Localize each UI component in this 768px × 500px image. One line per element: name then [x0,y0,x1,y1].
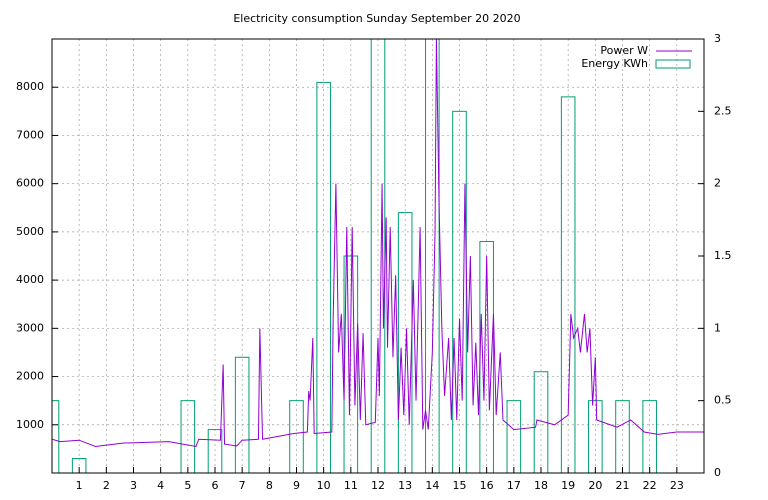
labels: 1000 2000 3000 4000 5000 6000 7000 8000 0 0.5 1 1.5… [16,32,732,492]
x-tick-label: 22 [643,479,657,492]
power-line [52,39,704,448]
bar [506,400,522,473]
bars [52,39,657,473]
x-tick-label: 8 [266,479,273,492]
legend-label: Power W [600,44,648,57]
x-tick-label: 14 [425,479,439,492]
chart-title: Electricity consumption Sunday September… [233,12,520,25]
y2-tick-label: 0.5 [714,394,732,407]
y-tick-label: 6000 [16,177,44,190]
y-tick-label: 8000 [16,80,44,93]
x-tick-label: 13 [398,479,412,492]
x-tick-label: 6 [212,479,219,492]
bar [343,255,359,473]
bar [588,400,603,473]
x-tick-label: 16 [480,479,494,492]
bar [560,96,576,473]
y2-tick-label: 3 [714,32,721,45]
x-tick-label: 21 [616,479,630,492]
bar [289,400,304,473]
y-tick-label: 5000 [16,225,44,238]
x-tick-label: 10 [317,479,331,492]
y2-tick-label: 2 [714,177,721,190]
x-tick-label: 2 [103,479,110,492]
x-tick-label: 19 [561,479,575,492]
bar [642,400,657,473]
bar [316,81,331,473]
lines [52,39,704,448]
bar [180,400,196,473]
x-tick-label: 7 [239,479,246,492]
x-tick-label: 23 [670,479,684,492]
x-tick-label: 17 [507,479,521,492]
y-tick-label: 7000 [16,128,44,141]
y2-tick-label: 0 [714,466,721,479]
y-tick-label: 2000 [16,370,44,383]
y-tick-label: 3000 [16,321,44,334]
y2-tick-label: 1 [714,321,721,334]
legend-label: Energy KWh [581,57,648,70]
legend-swatch [655,59,691,69]
bar [52,400,60,473]
bar [615,400,630,473]
x-tick-label: 3 [130,479,137,492]
x-tick-label: 12 [371,479,385,492]
grid [52,38,704,474]
x-tick-label: 20 [588,479,602,492]
x-tick-label: 4 [157,479,164,492]
y2-tick-label: 2.5 [714,104,732,117]
y-tick-label: 4000 [16,273,44,286]
bar [533,371,549,473]
x-tick-label: 18 [534,479,548,492]
x-tick-label: 5 [184,479,191,492]
y2-tick-label: 1.5 [714,249,732,262]
x-tick-label: 15 [453,479,467,492]
x-tick-label: 1 [76,479,83,492]
y-tick-label: 1000 [16,418,44,431]
bar [207,429,223,473]
bar [397,212,413,473]
plot-border [51,38,705,474]
x-tick-label: 9 [293,479,300,492]
x-tick-label: 11 [344,479,358,492]
